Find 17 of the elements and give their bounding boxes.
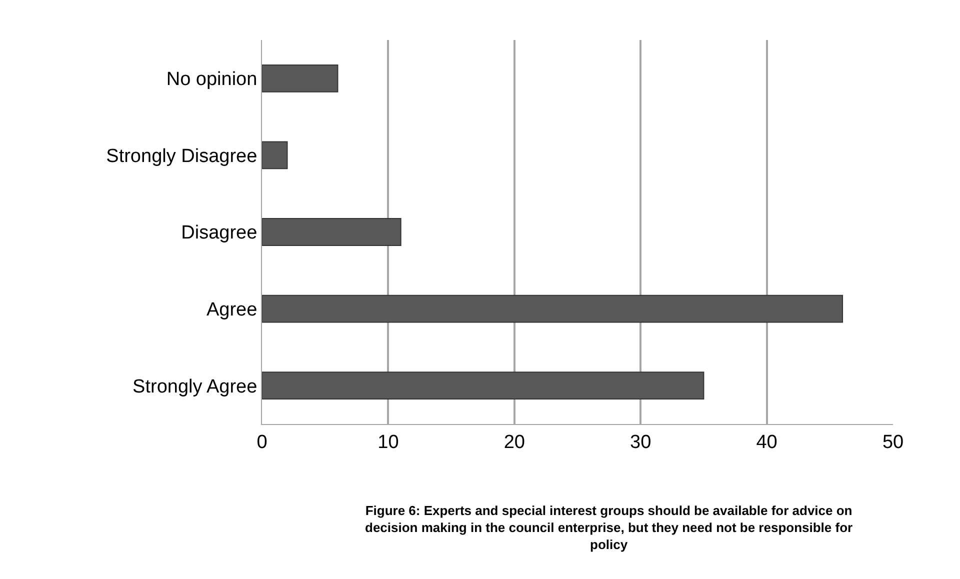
x-tick-label: 10: [378, 432, 399, 453]
x-tick-label: 30: [630, 432, 652, 453]
y-tick-label: Agree: [206, 299, 258, 320]
bar: [262, 64, 338, 92]
y-tick-label: Strongly Disagree: [106, 146, 258, 167]
bar: [262, 372, 704, 400]
caption: Figure 6: Experts and special interest groups should be available for advice on decision making in the council enterprise, but they need not be responsible for policy: [365, 503, 853, 552]
x-tick-label: 40: [756, 432, 778, 453]
x-tick-label: 0: [256, 432, 268, 453]
y-tick-label: Strongly Agree: [132, 376, 258, 398]
bar: [262, 294, 844, 323]
x-tick-label: 20: [504, 432, 525, 453]
y-tick-label: Disagree: [181, 222, 258, 244]
y-tick-label: No opinion: [166, 69, 258, 90]
bar: [262, 141, 288, 170]
bar: [262, 218, 402, 246]
x-tick-label: 50: [882, 432, 904, 453]
